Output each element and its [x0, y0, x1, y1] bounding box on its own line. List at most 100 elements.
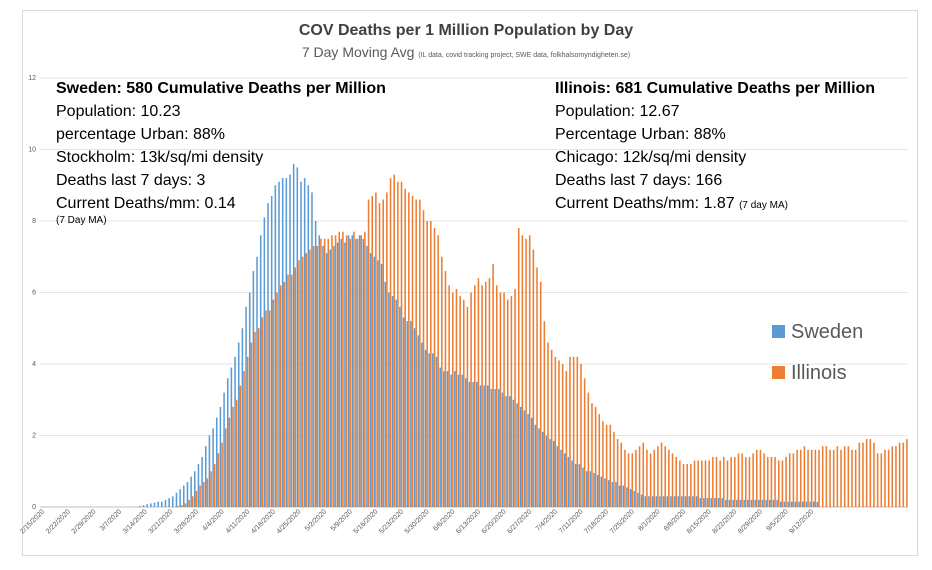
bar-illinois	[774, 456, 776, 507]
bar-illinois	[408, 192, 410, 507]
bar-illinois	[598, 414, 601, 507]
bar-illinois	[840, 449, 842, 507]
bar-sweden	[476, 381, 478, 508]
bar-sweden	[325, 253, 328, 507]
bar-illinois	[693, 460, 696, 507]
bar-sweden	[164, 499, 167, 507]
sweden-line: Stockholm: 13k/sq/mi density	[56, 149, 264, 166]
bar-illinois	[616, 439, 619, 507]
bar-illinois	[891, 446, 894, 507]
bar-sweden	[153, 502, 156, 507]
x-tick-label: 6/27/2020	[506, 508, 533, 535]
bar-illinois	[272, 299, 275, 507]
bar-sweden	[787, 501, 789, 507]
bar-sweden	[589, 471, 592, 507]
bar-illinois	[206, 478, 209, 507]
bar-sweden	[318, 235, 321, 508]
bar-sweden	[736, 499, 738, 507]
bar-sweden	[721, 498, 723, 507]
bar-illinois	[854, 449, 857, 507]
bar-illinois	[869, 439, 872, 507]
bar-sweden	[234, 356, 236, 507]
y-tick-label: 0	[32, 504, 36, 511]
bar-illinois	[591, 403, 593, 507]
bar-sweden	[212, 428, 214, 507]
x-tick-label: 2/29/2020	[71, 508, 98, 535]
bar-sweden	[494, 389, 496, 507]
bar-sweden	[801, 501, 804, 507]
bar-illinois	[360, 235, 362, 508]
x-tick-label: 5/23/2020	[378, 508, 405, 535]
bar-sweden	[648, 496, 650, 507]
bar-illinois	[184, 503, 187, 507]
bar-sweden	[413, 328, 416, 507]
x-tick-label: 5/2/2020	[304, 508, 328, 532]
x-tick-label: 3/7/2020	[99, 508, 123, 532]
bar-illinois	[433, 228, 436, 507]
bar-sweden	[780, 501, 782, 507]
bar-illinois	[283, 281, 286, 507]
bar-illinois	[477, 278, 480, 507]
bar-illinois	[759, 449, 762, 507]
bar-illinois	[290, 274, 293, 508]
bar-illinois	[246, 356, 249, 507]
bar-illinois	[686, 464, 688, 507]
bar-sweden	[684, 496, 687, 507]
illinois-note: (7 day MA)	[739, 200, 788, 211]
bar-illinois	[400, 181, 403, 507]
y-tick-label: 2	[32, 433, 36, 440]
bar-sweden	[289, 174, 291, 507]
x-tick-label: 5/30/2020	[404, 508, 431, 535]
bar-illinois	[715, 456, 718, 507]
bar-sweden	[454, 371, 456, 507]
bar-sweden	[329, 249, 332, 507]
bar-sweden	[417, 335, 419, 507]
bar-illinois	[803, 446, 806, 507]
bar-sweden	[241, 328, 244, 507]
bar-sweden	[267, 203, 269, 508]
bar-sweden	[530, 417, 533, 508]
bar-illinois	[876, 453, 879, 508]
bar-sweden	[303, 178, 306, 507]
bar-illinois	[745, 456, 747, 507]
bar-illinois	[767, 456, 769, 507]
bar-illinois	[679, 460, 681, 507]
bar-illinois	[873, 442, 875, 507]
bar-illinois	[602, 421, 604, 507]
subtitle-main: 7 Day Moving Avg	[301, 44, 415, 60]
bar-sweden	[395, 299, 397, 507]
bar-sweden	[677, 496, 679, 507]
bar-sweden	[604, 478, 606, 507]
bar-illinois	[217, 453, 220, 508]
bar-illinois	[301, 256, 304, 507]
bar-illinois	[181, 505, 183, 507]
bar-sweden	[388, 292, 390, 507]
bar-illinois	[664, 446, 666, 507]
bar-illinois	[719, 460, 721, 507]
bar-sweden	[457, 374, 460, 507]
bar-illinois	[825, 446, 828, 507]
bar-illinois	[265, 310, 267, 508]
bar-sweden	[296, 167, 299, 508]
bar-sweden	[519, 406, 522, 507]
x-tick-label: 7/18/2020	[583, 508, 610, 535]
bar-illinois	[342, 231, 344, 507]
bar-illinois	[726, 460, 729, 507]
bar-illinois	[386, 192, 388, 507]
bar-sweden	[142, 505, 145, 507]
bar-illinois	[631, 453, 634, 508]
bar-illinois	[459, 296, 461, 507]
bar-sweden	[340, 238, 343, 508]
bar-illinois	[375, 192, 377, 507]
bar-illinois	[865, 439, 868, 507]
bar-illinois	[858, 442, 861, 507]
bar-sweden	[399, 306, 401, 507]
bar-illinois	[210, 471, 212, 507]
bar-illinois	[298, 260, 300, 507]
bar-illinois	[334, 235, 337, 508]
sweden-line: Population: 10.23	[56, 103, 181, 120]
bar-illinois	[741, 453, 743, 508]
bar-sweden	[263, 217, 266, 507]
bar-illinois	[737, 453, 740, 508]
bar-illinois	[419, 199, 421, 508]
